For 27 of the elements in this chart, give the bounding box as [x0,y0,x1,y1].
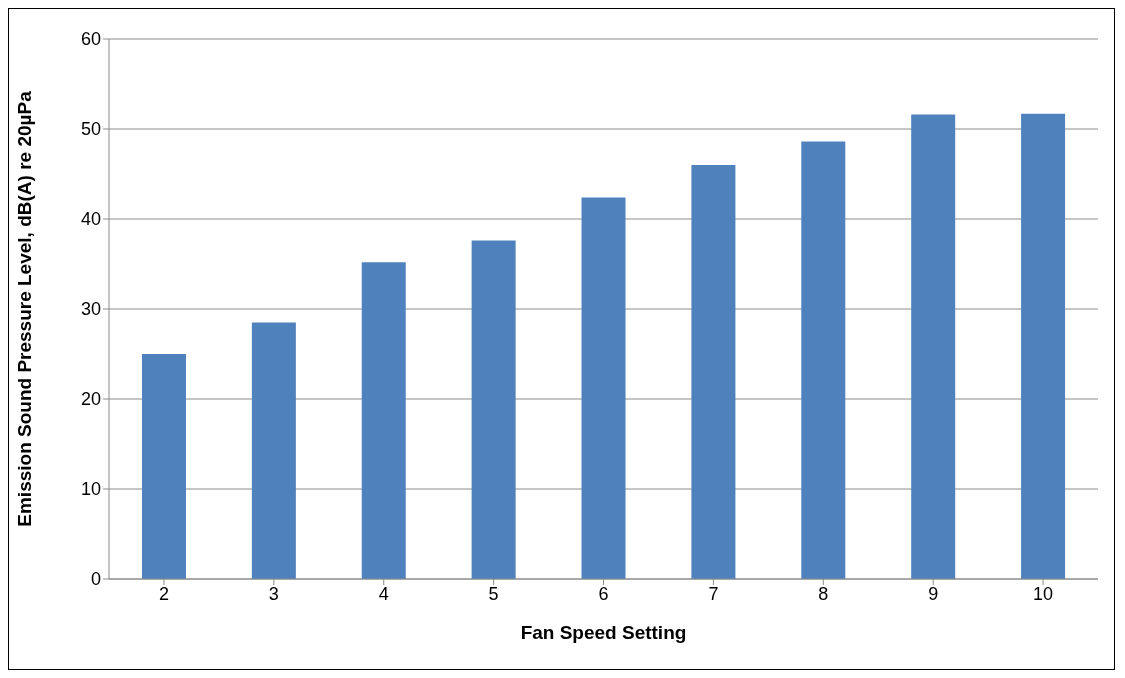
y-tick-label: 10 [80,479,101,500]
x-tick-label: 4 [378,583,389,604]
bar [691,165,736,579]
bar [141,354,186,579]
x-tick-label: 10 [1033,583,1054,604]
x-tick-label: 8 [818,583,829,604]
y-tick-label: 40 [80,209,101,230]
bar [801,141,846,579]
y-axis-title: Emission Sound Pressure Level, dB(A) re 20µPa [13,90,35,527]
x-tick-label: 9 [928,583,939,604]
y-tick-label: 50 [80,119,101,140]
bar [471,240,516,579]
bar [251,322,296,579]
x-tick-label: 5 [488,583,499,604]
x-tick-label: 6 [598,583,609,604]
y-tick-label: 60 [80,29,101,50]
bar [581,197,626,579]
x-tick-label: 2 [158,583,169,604]
x-tick-label: 7 [708,583,719,604]
y-tick-label: 20 [80,389,101,410]
x-axis-title: Fan Speed Setting [520,622,687,643]
bar [1021,113,1066,579]
y-tick-label: 0 [90,569,101,590]
x-tick-label: 3 [268,583,279,604]
y-tick-label: 30 [80,299,101,320]
bar [911,114,956,579]
bar [361,262,406,579]
